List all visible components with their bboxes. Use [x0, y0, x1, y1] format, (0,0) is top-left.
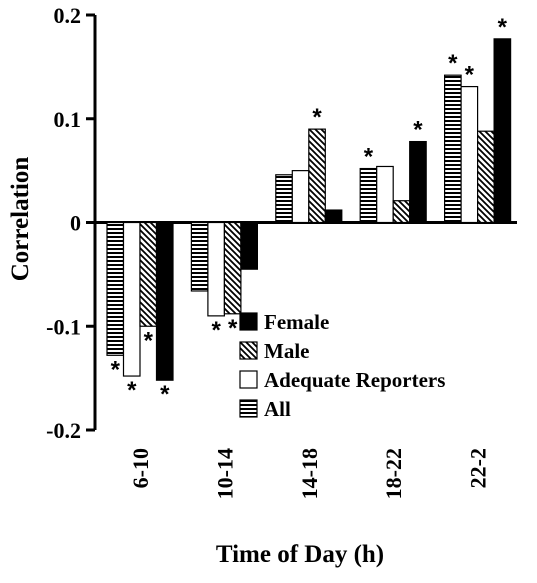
significance-star: *: [465, 62, 475, 89]
x-axis-title: Time of Day (h): [216, 541, 384, 568]
significance-star: *: [127, 377, 137, 404]
y-tick-label: -0.1: [46, 314, 81, 339]
bar-adequate-reporters-10-14: [207, 221, 225, 317]
legend-label: All: [264, 397, 291, 421]
significance-markers: ***** ***** **: [111, 14, 508, 408]
x-category-label: 6-10: [128, 448, 153, 488]
legend: Female Male Adequate Reporters All: [239, 310, 445, 421]
bar-male-18-22: [392, 200, 411, 224]
x-category-label: 10-14: [212, 448, 237, 499]
significance-star: *: [312, 104, 322, 131]
significance-star: *: [211, 317, 221, 344]
bar-adequate-reporters-6-10: [122, 221, 141, 377]
significance-star: *: [413, 117, 423, 144]
x-category-label: 22-2: [466, 448, 491, 488]
bar-all-14-18: [275, 174, 293, 224]
bar-male-6-10: [139, 221, 158, 327]
bar-male-14-18: [308, 128, 326, 224]
bar-all-6-10: [106, 221, 125, 356]
bar-male-22-2: [477, 130, 495, 224]
legend-swatch: [239, 341, 258, 360]
bar-female-22-2: [493, 38, 512, 224]
significance-star: *: [111, 356, 121, 383]
bar-adequate-reporters-22-2: [460, 85, 479, 224]
y-tick-label: 0.1: [54, 107, 82, 132]
bar-female-14-18: [324, 209, 343, 224]
legend-label: Female: [264, 310, 329, 334]
bar-female-6-10: [155, 221, 174, 381]
bar-all-18-22: [359, 167, 378, 224]
x-category-label: 14-18: [297, 448, 322, 499]
x-category-label: 18-22: [381, 448, 406, 499]
bar-female-18-22: [409, 140, 427, 224]
significance-star: *: [498, 14, 508, 41]
y-tick-label: 0: [70, 211, 81, 236]
legend-label: Male: [264, 339, 309, 363]
axes: 0.2 0.1 0 -0.1 -0.2 6-10 10-14 14-18 18-22 22-2: [46, 3, 517, 499]
bar-adequate-reporters-18-22: [376, 165, 394, 224]
bar-adequate-reporters-14-18: [291, 170, 310, 224]
legend-swatch: [239, 370, 258, 389]
bars: [106, 38, 512, 381]
y-tick-label: -0.2: [46, 418, 81, 443]
significance-star: *: [144, 327, 154, 354]
legend-swatch: [239, 399, 258, 418]
significance-star: *: [364, 144, 374, 171]
significance-star: *: [448, 50, 458, 77]
bar-all-22-2: [444, 74, 462, 224]
significance-star: *: [228, 315, 238, 342]
bar-female-10-14: [240, 221, 258, 270]
y-axis-title: Correlation: [7, 157, 34, 282]
y-tick-label: 0.2: [54, 3, 82, 28]
legend-swatch: [239, 312, 258, 331]
bar-male-10-14: [223, 221, 242, 315]
significance-star: *: [160, 381, 170, 408]
legend-label: Adequate Reporters: [264, 368, 445, 392]
bar-all-10-14: [190, 221, 209, 292]
